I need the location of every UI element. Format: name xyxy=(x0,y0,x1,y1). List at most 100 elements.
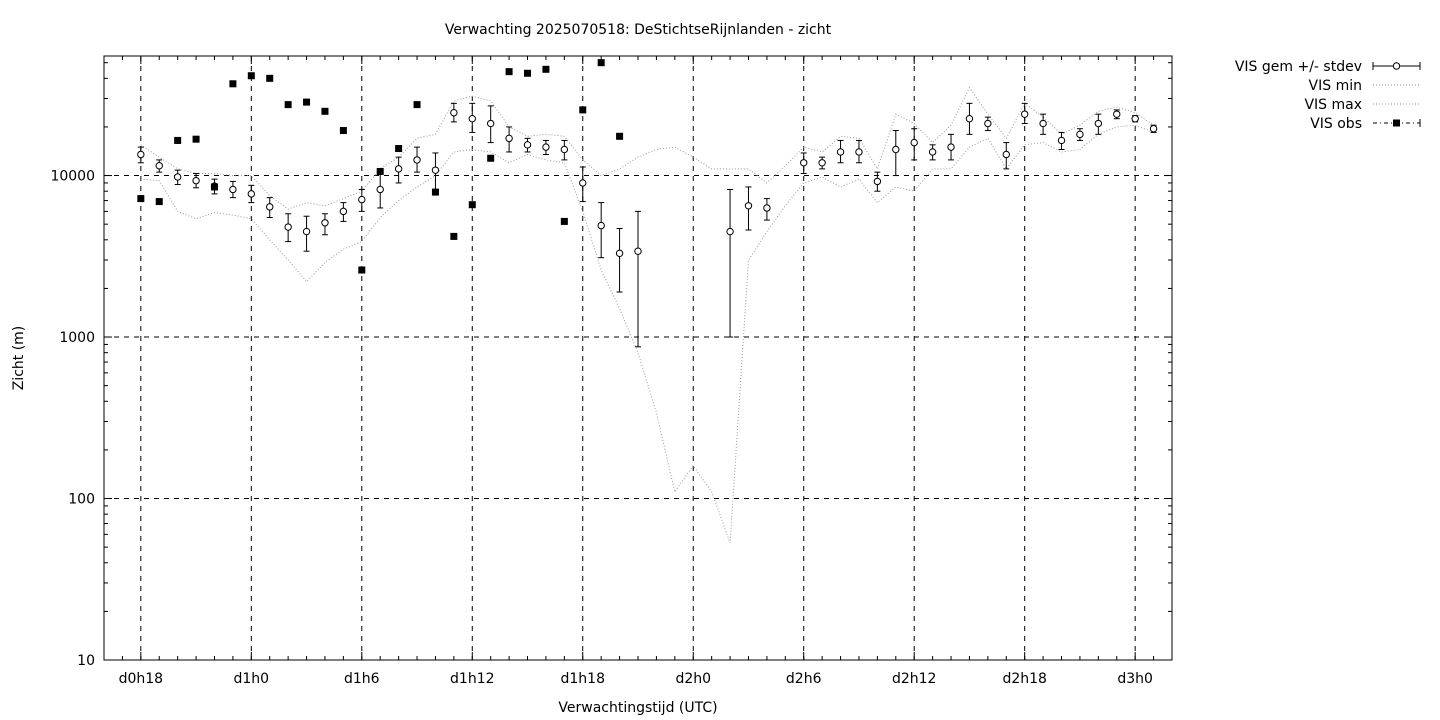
grid xyxy=(104,56,1172,660)
mean-point xyxy=(192,176,200,185)
obs-point xyxy=(450,232,458,240)
x-tick-label: d2h6 xyxy=(786,671,822,687)
mean-point xyxy=(1039,119,1047,128)
mean-point xyxy=(266,203,274,211)
obs-point xyxy=(192,135,200,143)
obs-point xyxy=(174,136,182,144)
series-vis-max xyxy=(140,86,1154,210)
y-tick-label: 10 xyxy=(77,653,95,669)
mean-point xyxy=(1020,110,1029,118)
legend-label: VIS min xyxy=(1309,78,1362,94)
vis-max-line xyxy=(140,86,1154,210)
obs-point xyxy=(321,107,329,115)
legend-swatch xyxy=(1392,62,1401,70)
obs-point xyxy=(431,188,439,196)
x-tick-label: d3h0 xyxy=(1117,671,1153,687)
obs-point xyxy=(210,183,218,191)
obs-point xyxy=(395,145,403,153)
mean-point xyxy=(173,173,182,181)
mean-point xyxy=(910,138,918,147)
mean-point xyxy=(855,148,863,156)
mean-point xyxy=(302,227,311,236)
legend: VIS gem +/- stdev VIS min VIS max VIS obs xyxy=(1235,59,1421,132)
obs-point xyxy=(616,132,624,140)
mean-point xyxy=(984,119,992,128)
mean-point xyxy=(394,165,403,173)
series-vis-gem xyxy=(137,102,1158,348)
mean-point xyxy=(836,148,845,156)
obs-point xyxy=(597,59,605,67)
x-tick-label: d2h18 xyxy=(1002,671,1046,687)
x-tick-label: d2h0 xyxy=(675,671,711,687)
obs-point xyxy=(579,106,587,114)
x-tick-label: d1h0 xyxy=(234,671,270,687)
mean-point xyxy=(597,221,605,230)
mean-point xyxy=(965,114,974,123)
mean-point xyxy=(284,223,292,231)
y-tick-label: 10000 xyxy=(50,169,95,185)
mean-point xyxy=(615,249,624,258)
mean-point xyxy=(1149,125,1158,133)
obs-point xyxy=(247,72,255,80)
legend-swatch xyxy=(1393,119,1400,127)
series-vis-obs xyxy=(137,59,624,274)
legend-label: VIS obs xyxy=(1310,116,1362,132)
mean-point xyxy=(928,148,937,156)
mean-point xyxy=(468,114,476,123)
x-tick-label: d1h18 xyxy=(561,671,605,687)
obs-point xyxy=(413,101,421,109)
obs-point xyxy=(358,266,366,274)
obs-point xyxy=(524,69,532,77)
mean-point xyxy=(321,219,329,227)
obs-point xyxy=(339,127,347,135)
mean-point xyxy=(560,145,569,154)
mean-point xyxy=(1002,150,1010,159)
obs-point xyxy=(137,195,145,203)
obs-point xyxy=(155,198,163,206)
mean-point xyxy=(450,109,458,117)
axis-ticks: d0h18 d1h0 d1h6 d1h12 d1h18 d2h0 d2h6 d2h12 d2h1… xyxy=(50,56,1172,687)
mean-point xyxy=(339,207,348,216)
mean-point xyxy=(1076,130,1084,139)
mean-point xyxy=(1113,110,1121,118)
mean-point xyxy=(634,247,642,255)
mean-point xyxy=(1094,119,1103,128)
series-vis-min xyxy=(140,124,1154,544)
x-tick-label: d1h6 xyxy=(344,671,380,687)
mean-point xyxy=(155,162,163,170)
obs-point xyxy=(266,74,274,82)
mean-point xyxy=(523,141,532,149)
mean-point xyxy=(763,204,771,212)
legend-label: VIS max xyxy=(1304,97,1362,113)
mean-point xyxy=(376,185,384,194)
obs-point xyxy=(505,68,513,76)
mean-point xyxy=(818,159,826,167)
mean-point xyxy=(247,190,256,198)
mean-point xyxy=(413,156,421,164)
y-axis-label: Zicht (m) xyxy=(11,326,27,391)
mean-point xyxy=(358,195,366,204)
obs-point xyxy=(303,98,311,106)
obs-point xyxy=(468,201,476,209)
obs-point xyxy=(376,167,384,175)
obs-point xyxy=(284,101,292,109)
mean-point xyxy=(542,143,550,151)
mean-point xyxy=(505,134,513,143)
obs-point xyxy=(542,65,550,73)
x-tick-label: d0h18 xyxy=(119,671,163,687)
mean-point xyxy=(431,166,440,174)
mean-point xyxy=(1057,136,1066,145)
mean-point xyxy=(229,185,237,194)
mean-point xyxy=(892,145,900,154)
mean-point xyxy=(137,150,145,159)
mean-point xyxy=(1131,114,1139,123)
obs-point xyxy=(487,154,495,162)
x-axis-label: Verwachtingstijd (UTC) xyxy=(558,700,717,716)
mean-point xyxy=(486,119,495,128)
mean-point xyxy=(800,159,808,167)
y-tick-label: 1000 xyxy=(59,330,95,346)
obs-point xyxy=(560,217,568,225)
mean-point xyxy=(947,143,955,151)
y-tick-label: 100 xyxy=(68,492,95,508)
